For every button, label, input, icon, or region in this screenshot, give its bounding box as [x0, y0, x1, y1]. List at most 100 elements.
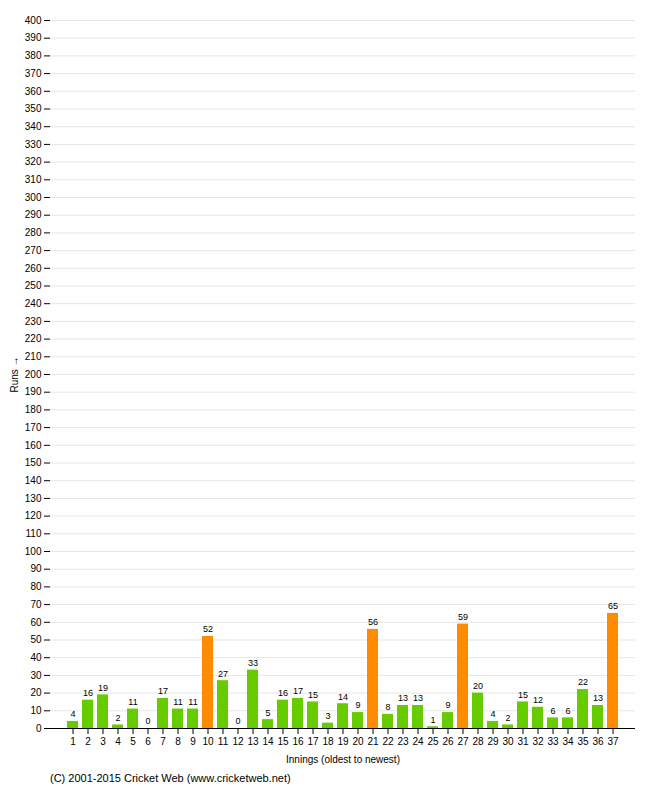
svg-text:9: 9 — [445, 700, 450, 710]
svg-text:200: 200 — [25, 369, 42, 380]
svg-text:10: 10 — [202, 736, 214, 747]
svg-text:33: 33 — [547, 736, 559, 747]
svg-text:35: 35 — [577, 736, 589, 747]
svg-text:17: 17 — [307, 736, 319, 747]
svg-text:21: 21 — [367, 736, 379, 747]
svg-text:290: 290 — [25, 209, 42, 220]
svg-text:390: 390 — [25, 32, 42, 43]
svg-text:15: 15 — [277, 736, 289, 747]
svg-text:350: 350 — [25, 103, 42, 114]
svg-text:10: 10 — [30, 705, 42, 716]
svg-text:22: 22 — [578, 677, 588, 687]
svg-text:14: 14 — [338, 692, 348, 702]
svg-text:120: 120 — [25, 510, 42, 521]
svg-text:180: 180 — [25, 404, 42, 415]
svg-text:12: 12 — [232, 736, 244, 747]
svg-text:11: 11 — [218, 736, 229, 747]
svg-text:59: 59 — [458, 612, 468, 622]
svg-text:0: 0 — [36, 723, 42, 734]
svg-text:37: 37 — [607, 736, 619, 747]
svg-text:13: 13 — [247, 736, 259, 747]
svg-text:4: 4 — [70, 709, 75, 719]
svg-text:13: 13 — [398, 693, 408, 703]
svg-text:32: 32 — [532, 736, 544, 747]
svg-text:29: 29 — [487, 736, 499, 747]
svg-text:31: 31 — [517, 736, 529, 747]
svg-text:330: 330 — [25, 139, 42, 150]
svg-text:380: 380 — [25, 50, 42, 61]
svg-text:300: 300 — [25, 192, 42, 203]
svg-text:210: 210 — [25, 351, 42, 362]
svg-text:6: 6 — [550, 706, 555, 716]
svg-text:3: 3 — [100, 736, 106, 747]
svg-text:16: 16 — [83, 688, 93, 698]
svg-text:1: 1 — [430, 715, 435, 725]
svg-text:2: 2 — [505, 713, 510, 723]
svg-text:220: 220 — [25, 333, 42, 344]
svg-text:250: 250 — [25, 280, 42, 291]
svg-text:160: 160 — [25, 440, 42, 451]
svg-text:27: 27 — [218, 669, 228, 679]
svg-text:34: 34 — [562, 736, 574, 747]
svg-text:26: 26 — [442, 736, 454, 747]
svg-text:19: 19 — [98, 683, 108, 693]
svg-text:3: 3 — [325, 711, 330, 721]
svg-text:140: 140 — [25, 475, 42, 486]
svg-text:Innings (oldest to newest): Innings (oldest to newest) — [286, 754, 400, 765]
svg-text:340: 340 — [25, 121, 42, 132]
svg-text:270: 270 — [25, 245, 42, 256]
svg-text:110: 110 — [26, 528, 42, 539]
svg-text:17: 17 — [293, 686, 303, 696]
svg-text:90: 90 — [30, 563, 42, 574]
svg-text:11: 11 — [128, 697, 137, 707]
svg-text:190: 190 — [25, 386, 42, 397]
svg-text:11: 11 — [173, 697, 182, 707]
svg-text:19: 19 — [337, 736, 349, 747]
svg-text:20: 20 — [352, 736, 364, 747]
svg-text:8: 8 — [175, 736, 181, 747]
svg-text:33: 33 — [248, 658, 258, 668]
svg-text:2: 2 — [85, 736, 91, 747]
svg-text:17: 17 — [158, 686, 168, 696]
svg-text:5: 5 — [130, 736, 136, 747]
svg-text:30: 30 — [502, 736, 514, 747]
svg-text:8: 8 — [385, 702, 390, 712]
svg-text:320: 320 — [25, 156, 42, 167]
svg-text:30: 30 — [30, 670, 42, 681]
svg-text:0: 0 — [145, 716, 150, 726]
svg-text:70: 70 — [30, 599, 42, 610]
svg-text:20: 20 — [473, 681, 483, 691]
svg-text:280: 280 — [25, 227, 42, 238]
svg-text:370: 370 — [25, 68, 42, 79]
svg-text:9: 9 — [355, 700, 360, 710]
svg-text:7: 7 — [160, 736, 166, 747]
svg-text:150: 150 — [25, 457, 42, 468]
svg-text:6: 6 — [145, 736, 151, 747]
svg-text:0: 0 — [235, 716, 240, 726]
svg-text:15: 15 — [308, 690, 318, 700]
svg-text:4: 4 — [115, 736, 121, 747]
svg-text:50: 50 — [30, 634, 42, 645]
svg-text:16: 16 — [278, 688, 288, 698]
svg-text:18: 18 — [322, 736, 334, 747]
svg-text:23: 23 — [397, 736, 409, 747]
svg-text:16: 16 — [292, 736, 304, 747]
svg-text:Runs →: Runs → — [9, 356, 20, 392]
svg-text:230: 230 — [25, 316, 42, 327]
svg-text:24: 24 — [412, 736, 424, 747]
svg-text:4: 4 — [490, 709, 495, 719]
svg-text:5: 5 — [265, 708, 270, 718]
svg-text:400: 400 — [25, 15, 42, 26]
svg-text:11: 11 — [188, 697, 197, 707]
svg-text:20: 20 — [30, 687, 42, 698]
svg-text:27: 27 — [457, 736, 469, 747]
svg-text:15: 15 — [518, 690, 528, 700]
svg-text:6: 6 — [565, 706, 570, 716]
svg-text:52: 52 — [203, 624, 213, 634]
svg-text:25: 25 — [427, 736, 439, 747]
svg-text:12: 12 — [533, 695, 543, 705]
svg-text:2: 2 — [115, 713, 120, 723]
svg-text:65: 65 — [608, 601, 618, 611]
svg-text:14: 14 — [262, 736, 274, 747]
svg-text:56: 56 — [368, 617, 378, 627]
